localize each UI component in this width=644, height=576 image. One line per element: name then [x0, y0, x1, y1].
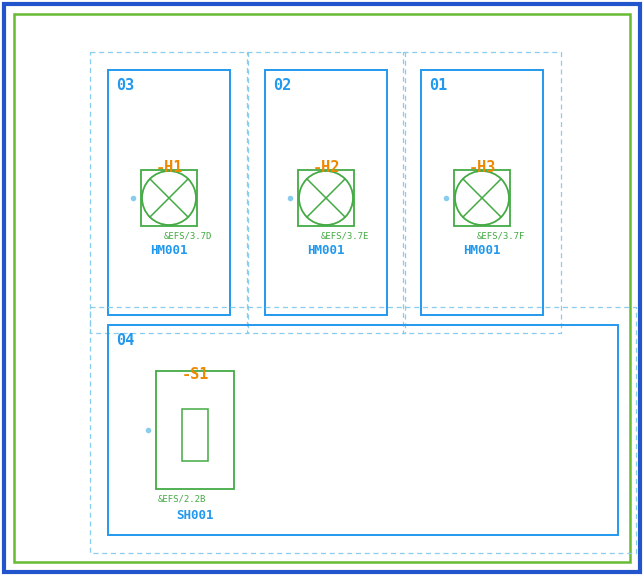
Bar [453, 170, 510, 226]
Text: -H3: -H3 [468, 160, 496, 175]
Text: 01: 01 [429, 78, 447, 93]
Text: HM001: HM001 [150, 244, 188, 257]
Bar [90, 307, 636, 553]
Text: &EFS/3.7F: &EFS/3.7F [477, 232, 526, 240]
Bar [90, 52, 248, 333]
Text: HM001: HM001 [463, 244, 501, 257]
Text: SH001: SH001 [176, 509, 214, 522]
Text: 02: 02 [273, 78, 291, 93]
Bar [421, 70, 543, 315]
Text: -H1: -H1 [155, 160, 183, 175]
Text: &EFS/3.7E: &EFS/3.7E [321, 232, 370, 240]
Bar [108, 325, 618, 535]
Text: -H2: -H2 [312, 160, 339, 175]
Bar [108, 70, 230, 315]
Bar [182, 409, 208, 461]
Text: &EFS/3.7D: &EFS/3.7D [164, 232, 213, 240]
Bar [140, 170, 197, 226]
Text: &EFS/2.2B: &EFS/2.2B [158, 495, 206, 504]
Text: 03: 03 [116, 78, 134, 93]
Text: 04: 04 [116, 333, 134, 348]
Text: HM001: HM001 [307, 244, 345, 257]
Bar [156, 371, 234, 489]
Bar [265, 70, 387, 315]
Text: -S1: -S1 [182, 367, 209, 382]
Bar [247, 52, 405, 333]
Bar [298, 170, 354, 226]
Bar [403, 52, 561, 333]
